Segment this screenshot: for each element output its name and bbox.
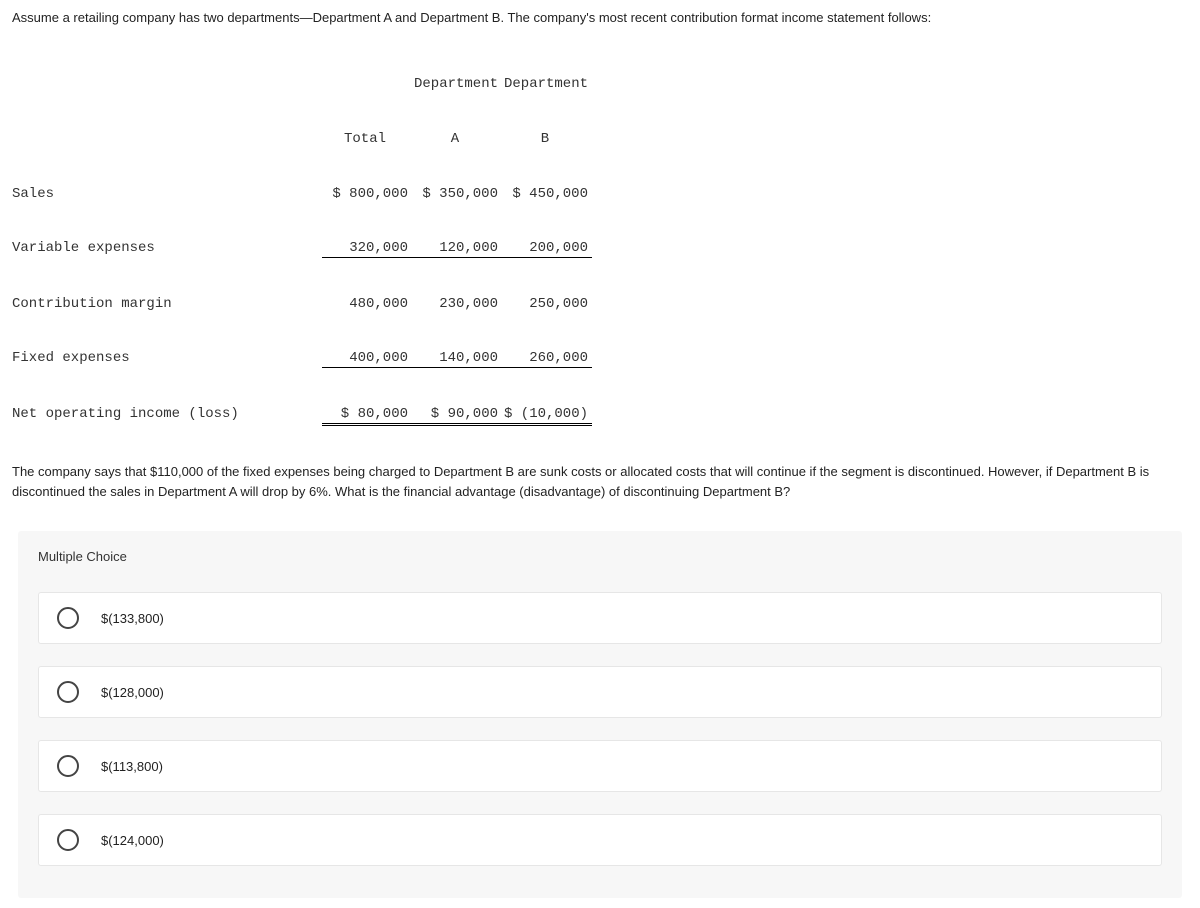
mc-option-4-label: $(124,000) (101, 833, 164, 848)
income-statement-table: Department Department Total A B Sales $ … (12, 39, 1188, 444)
val-noi-a: $ 90,000 (412, 405, 502, 426)
header-dept-a-top: Department (412, 75, 502, 93)
mc-option-3-label: $(113,800) (101, 759, 163, 774)
mc-option-2-label: $(128,000) (101, 685, 164, 700)
intro-text: Assume a retailing company has two depar… (12, 10, 1188, 25)
val-sales-b: $ 450,000 (502, 185, 592, 203)
val-fixed-a: 140,000 (412, 349, 502, 368)
header-total-blank (322, 75, 412, 93)
label-noi: Net operating income (loss) (12, 405, 322, 426)
radio-icon[interactable] (57, 755, 79, 777)
radio-icon[interactable] (57, 607, 79, 629)
val-fixed-total: 400,000 (322, 349, 412, 368)
val-varexp-a: 120,000 (412, 239, 502, 258)
mc-header: Multiple Choice (38, 549, 1162, 564)
mc-option-2[interactable]: $(128,000) (38, 666, 1162, 718)
mc-option-1-label: $(133,800) (101, 611, 164, 626)
val-varexp-total: 320,000 (322, 239, 412, 258)
radio-icon[interactable] (57, 681, 79, 703)
val-noi-total: $ 80,000 (322, 405, 412, 426)
table-header-row-2: Total A B (12, 130, 1188, 148)
row-fixed: Fixed expenses 400,000 140,000 260,000 (12, 349, 1188, 368)
blank-header-2 (12, 130, 322, 148)
row-varexp: Variable expenses 320,000 120,000 200,00… (12, 239, 1188, 258)
mc-option-4[interactable]: $(124,000) (38, 814, 1162, 866)
val-cm-b: 250,000 (502, 295, 592, 313)
val-cm-total: 480,000 (322, 295, 412, 313)
table-header-row-1: Department Department (12, 75, 1188, 93)
val-sales-total: $ 800,000 (322, 185, 412, 203)
question-text: The company says that $110,000 of the fi… (12, 462, 1188, 501)
header-dept-a-sub: A (412, 130, 502, 148)
val-varexp-b: 200,000 (502, 239, 592, 258)
val-noi-b: $ (10,000) (502, 405, 592, 426)
multiple-choice-panel: Multiple Choice $(133,800) $(128,000) $(… (18, 531, 1182, 898)
val-sales-a: $ 350,000 (412, 185, 502, 203)
val-fixed-b: 260,000 (502, 349, 592, 368)
label-cm: Contribution margin (12, 295, 322, 313)
mc-option-3[interactable]: $(113,800) (38, 740, 1162, 792)
row-noi: Net operating income (loss) $ 80,000 $ 9… (12, 405, 1188, 426)
val-cm-a: 230,000 (412, 295, 502, 313)
label-fixed: Fixed expenses (12, 349, 322, 368)
radio-icon[interactable] (57, 829, 79, 851)
blank-header (12, 75, 322, 93)
row-cm: Contribution margin 480,000 230,000 250,… (12, 295, 1188, 313)
mc-option-1[interactable]: $(133,800) (38, 592, 1162, 644)
label-varexp: Variable expenses (12, 239, 322, 258)
header-dept-b-top: Department (502, 75, 592, 93)
row-sales: Sales $ 800,000 $ 350,000 $ 450,000 (12, 185, 1188, 203)
header-total: Total (322, 130, 412, 148)
label-sales: Sales (12, 185, 322, 203)
header-dept-b-sub: B (502, 130, 592, 148)
